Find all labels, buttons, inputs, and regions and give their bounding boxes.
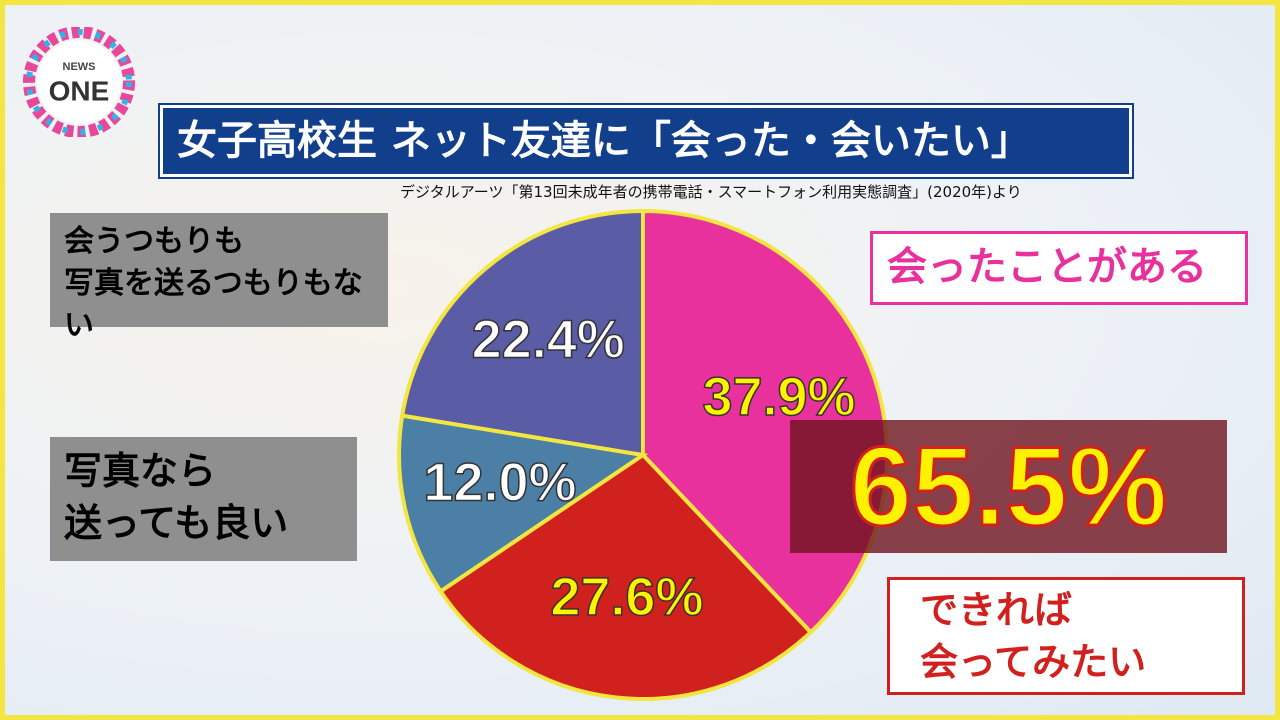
logo-top: NEWS [63,61,96,73]
category-label: 写真なら 送っても良い [50,437,357,561]
pie-slice [397,413,649,595]
pie-slice [437,452,814,701]
category-label: できれば 会ってみたい [887,577,1245,695]
pie-slice [399,208,645,458]
chart-subtitle: デジタルアーツ「第13回未成年者の携帯電話・スマートフォン利用実態調査」(202… [400,183,1022,201]
value-label: 27.6% [550,567,703,627]
category-label: 会ったことがある [870,231,1248,305]
logo: NEWS ONE [23,27,135,137]
logo-center [37,40,121,124]
annotation: 65.5% [790,420,1227,553]
logo-ring [26,29,132,135]
category-label: 会うつもりも 写真を送るつもりもない [50,213,388,343]
value-label: 12.0% [423,453,576,513]
value-label: 22.4% [472,310,625,370]
chart-title: 女子高校生 ネット友達に「会った・会いたい」 [158,103,1134,179]
logo-main: ONE [49,75,110,106]
value-label: 37.9% [702,367,855,427]
